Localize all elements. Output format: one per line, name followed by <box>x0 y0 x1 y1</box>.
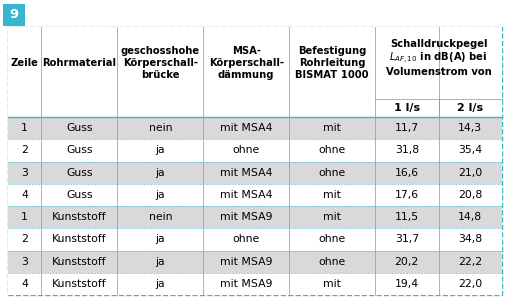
Text: mit MSA4: mit MSA4 <box>220 190 272 200</box>
Text: 14,3: 14,3 <box>458 123 481 133</box>
Text: 20,8: 20,8 <box>457 190 481 200</box>
Text: 17,6: 17,6 <box>394 190 418 200</box>
Text: 11,7: 11,7 <box>394 123 418 133</box>
Text: ohne: ohne <box>318 234 345 244</box>
Text: ja: ja <box>155 168 165 178</box>
Text: ja: ja <box>155 234 165 244</box>
Text: Kunststoff: Kunststoff <box>52 212 107 222</box>
Bar <box>8 161 501 184</box>
Text: ohne: ohne <box>318 257 345 267</box>
Text: Kunststoff: Kunststoff <box>52 234 107 244</box>
Text: mit MSA9: mit MSA9 <box>220 279 272 289</box>
Text: ja: ja <box>155 279 165 289</box>
Text: Befestigung
Rohrleitung
BISMAT 1000: Befestigung Rohrleitung BISMAT 1000 <box>295 46 368 80</box>
Text: 2: 2 <box>21 234 28 244</box>
Text: ohne: ohne <box>232 145 260 155</box>
Text: 1: 1 <box>21 123 28 133</box>
Bar <box>8 273 501 295</box>
Text: 2 l/s: 2 l/s <box>457 103 482 113</box>
Bar <box>8 251 501 273</box>
Text: 21,0: 21,0 <box>457 168 481 178</box>
Text: mit MSA4: mit MSA4 <box>220 168 272 178</box>
Text: 31,7: 31,7 <box>394 234 418 244</box>
Bar <box>8 99 501 117</box>
Text: ja: ja <box>155 257 165 267</box>
Text: ohne: ohne <box>318 168 345 178</box>
Text: mit: mit <box>323 212 340 222</box>
Text: ohne: ohne <box>232 234 260 244</box>
Text: mit MSA4: mit MSA4 <box>220 123 272 133</box>
Text: 31,8: 31,8 <box>394 145 418 155</box>
Bar <box>8 184 501 206</box>
Text: 9: 9 <box>10 8 19 22</box>
Text: 20,2: 20,2 <box>394 257 418 267</box>
Bar <box>8 117 501 139</box>
Text: 14,8: 14,8 <box>458 212 481 222</box>
Bar <box>3 4 25 26</box>
Bar <box>8 139 501 161</box>
Text: mit MSA9: mit MSA9 <box>220 257 272 267</box>
Text: 16,6: 16,6 <box>394 168 418 178</box>
Text: MSA-
Körperschall-
dämmung: MSA- Körperschall- dämmung <box>208 46 283 80</box>
Text: 11,5: 11,5 <box>394 212 418 222</box>
Text: 1: 1 <box>21 212 28 222</box>
Text: mit MSA9: mit MSA9 <box>220 212 272 222</box>
Text: Rohrmaterial: Rohrmaterial <box>42 58 116 68</box>
Text: 3: 3 <box>21 168 28 178</box>
Text: 19,4: 19,4 <box>394 279 418 289</box>
Text: 22,0: 22,0 <box>457 279 481 289</box>
Text: Guss: Guss <box>66 168 92 178</box>
Text: mit: mit <box>323 190 340 200</box>
Text: Guss: Guss <box>66 190 92 200</box>
Text: Kunststoff: Kunststoff <box>52 257 107 267</box>
Text: 35,4: 35,4 <box>458 145 481 155</box>
Text: ja: ja <box>155 190 165 200</box>
Text: 2: 2 <box>21 145 28 155</box>
Text: nein: nein <box>148 212 172 222</box>
Text: 1 l/s: 1 l/s <box>393 103 419 113</box>
Text: mit: mit <box>323 123 340 133</box>
Text: Schalldruckpegel
$L_{AF,10}$ in dB(A) bei
Volumenstrom von: Schalldruckpegel $L_{AF,10}$ in dB(A) be… <box>385 39 490 77</box>
Text: geschosshohe
Körperschall-
brücke: geschosshohe Körperschall- brücke <box>121 46 199 80</box>
Text: 22,2: 22,2 <box>458 257 481 267</box>
Text: 3: 3 <box>21 257 28 267</box>
Text: Guss: Guss <box>66 123 92 133</box>
Text: nein: nein <box>148 123 172 133</box>
Bar <box>8 206 501 228</box>
Text: 4: 4 <box>21 279 28 289</box>
Text: Kunststoff: Kunststoff <box>52 279 107 289</box>
Text: Guss: Guss <box>66 145 92 155</box>
Bar <box>8 27 501 295</box>
Text: Zeile: Zeile <box>11 58 38 68</box>
Bar <box>8 228 501 251</box>
Text: 4: 4 <box>21 190 28 200</box>
Bar <box>8 27 501 99</box>
Text: mit: mit <box>323 279 340 289</box>
Text: ohne: ohne <box>318 145 345 155</box>
Text: 34,8: 34,8 <box>458 234 481 244</box>
Text: ja: ja <box>155 145 165 155</box>
